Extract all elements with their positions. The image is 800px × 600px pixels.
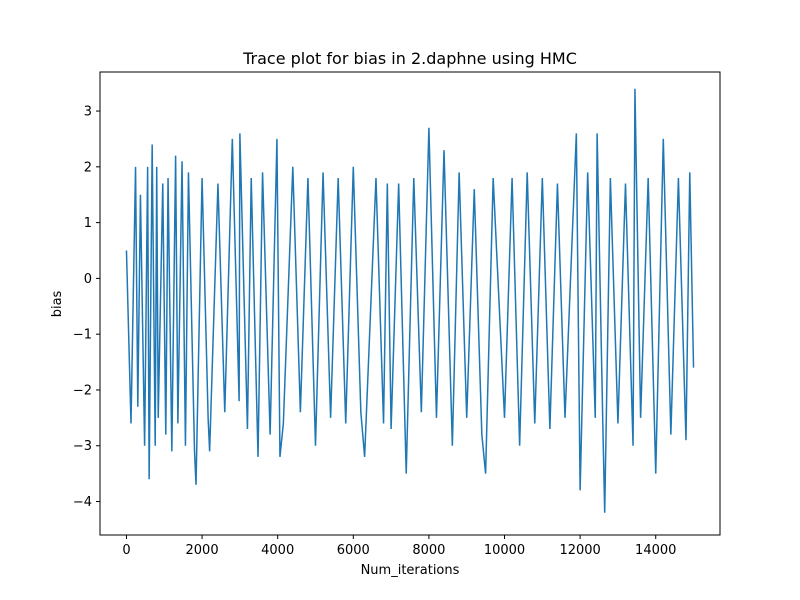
series-line-0	[125, 88, 695, 513]
x-tick-label: 8000	[412, 543, 445, 558]
x-axis-ticks: 0 2000 4000 6000 8000 10000 12000 14000	[122, 535, 676, 558]
y-axis-ticks: −4 −3 −2 −1 0 1 2 3	[73, 105, 100, 510]
y-tick-label: −1	[73, 328, 92, 343]
x-axis-label: Num_iterations	[361, 563, 460, 578]
x-tick-label: 2000	[186, 543, 219, 558]
y-tick-label: −3	[73, 439, 92, 454]
x-tick-label: 10000	[484, 543, 525, 558]
y-tick-label: −4	[73, 495, 92, 510]
x-tick-label: 0	[122, 543, 130, 558]
plot-frame	[99, 71, 721, 536]
y-tick-label: 3	[84, 105, 92, 120]
x-tick-label: 14000	[635, 543, 676, 558]
chart-title: Trace plot for bias in 2.daphne using HM…	[242, 49, 577, 68]
y-tick-label: −2	[73, 383, 92, 398]
x-tick-label: 6000	[337, 543, 370, 558]
y-tick-label: 1	[84, 216, 92, 231]
x-tick-label: 12000	[559, 543, 600, 558]
y-tick-label: 0	[84, 272, 92, 287]
y-tick-label: 2	[84, 160, 92, 175]
x-tick-label: 4000	[261, 543, 294, 558]
series-layer	[125, 88, 695, 513]
y-axis-label: bias	[50, 290, 65, 317]
